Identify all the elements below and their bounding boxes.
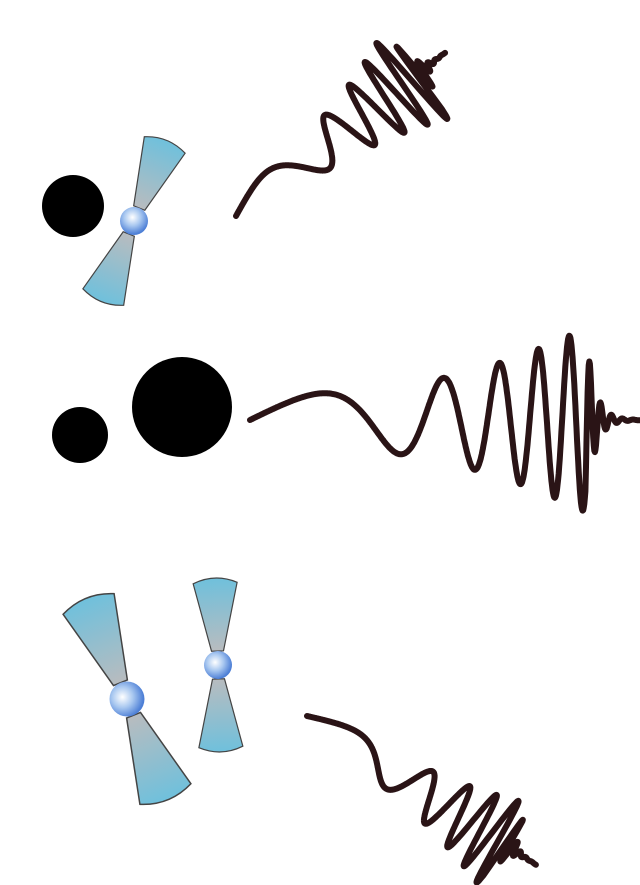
waveform (205, 13, 478, 258)
page: (() => { // chirp shape in local coordin… (0, 0, 640, 885)
illustration (0, 0, 640, 885)
neutron-star (61, 588, 193, 810)
waveform (250, 336, 640, 511)
black-hole (52, 407, 108, 463)
neutron-star (193, 577, 243, 752)
black-hole (42, 175, 104, 237)
waveform (281, 679, 560, 885)
black-hole (132, 357, 232, 457)
